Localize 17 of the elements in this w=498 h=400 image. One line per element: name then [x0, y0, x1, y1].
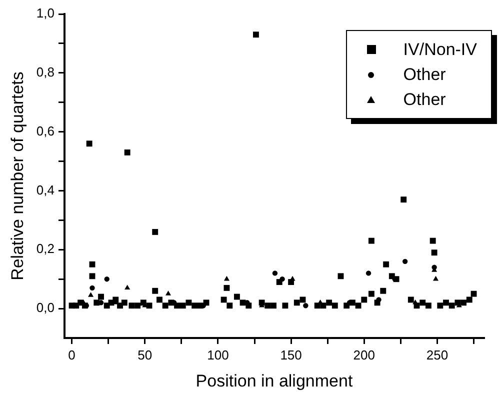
y-tick-label: 0,6 [36, 123, 54, 138]
y-tick-label: 1,0 [36, 6, 54, 21]
x-tick-label: 250 [426, 347, 448, 362]
y-tick-label: 0,0 [36, 300, 54, 316]
y-tick-label: 0,4 [36, 182, 54, 198]
legend-label: IV/Non-IV [403, 39, 477, 61]
x-tick-label: 150 [280, 347, 302, 362]
x-tick-label: 200 [353, 347, 375, 362]
x-tick-label: 100 [207, 347, 229, 362]
y-axis-title: Relative number of quartets [8, 72, 27, 280]
legend-label: Other [403, 64, 446, 86]
x-axis-title: Position in alignment [196, 371, 353, 390]
y-tick-label: 0,2 [36, 241, 54, 256]
legend-label: Other [403, 89, 446, 111]
y-tick-label: 0,8 [36, 64, 54, 80]
x-tick-label: 0 [68, 347, 76, 362]
x-tick-label: 50 [138, 347, 152, 362]
